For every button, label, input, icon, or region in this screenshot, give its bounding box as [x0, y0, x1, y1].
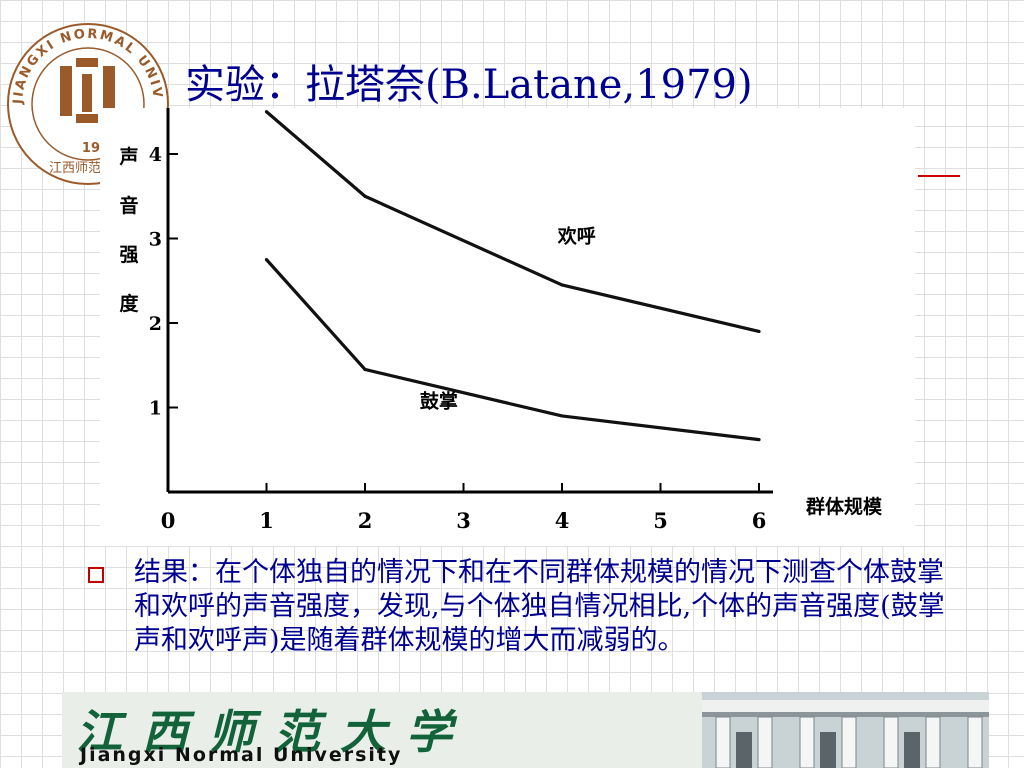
- series-label-2: 鼓掌: [420, 390, 458, 413]
- y-tick-label: 4: [149, 144, 162, 166]
- series-line-2: [265, 258, 760, 442]
- chart-panel: 0 1 2 3 4 5 6 1 2 3 4 声音强度群体规模 欢呼 鼓掌: [100, 108, 915, 546]
- data-point: [757, 329, 761, 334]
- y-axis-label-char: 强: [119, 244, 138, 266]
- data-point: [264, 110, 269, 114]
- y-tick-label: 2: [149, 313, 162, 335]
- y-tick-label: 1: [149, 398, 162, 420]
- title-underline-accent: [918, 175, 960, 177]
- x-tick-label: 1: [259, 508, 274, 533]
- data-point: [757, 438, 761, 442]
- y-axis-label-char: 度: [119, 292, 139, 315]
- footer-banner: 江西师范大学 Jiangxi Normal University: [62, 692, 989, 768]
- x-axis-label: 群体规模: [805, 495, 883, 518]
- result-summary-text: 结果：在个体独自的情况下和在不同群体规模的情况下测查个体鼓掌和欢呼的声音强度，发…: [134, 557, 945, 656]
- data-point: [264, 258, 269, 262]
- data-point: [363, 367, 367, 372]
- series-label-1: 欢呼: [557, 225, 596, 248]
- x-tick-label: 5: [653, 508, 668, 533]
- footer-script-title: 江西师范大学: [76, 705, 472, 759]
- slide-title: 实验：拉塔奈(B.Latane,1979): [185, 62, 753, 108]
- x-tick-label: 2: [358, 508, 373, 533]
- y-axis-label-char: 音: [119, 194, 138, 217]
- y-axis-label-char: 声: [118, 145, 138, 168]
- series-line-1: [265, 110, 760, 334]
- data-point: [560, 414, 564, 418]
- bullet-square-icon: [88, 567, 104, 583]
- data-point: [560, 283, 564, 287]
- x-tick-label: 3: [456, 508, 471, 533]
- data-point: [363, 194, 367, 198]
- building-facade-image: [702, 692, 989, 768]
- x-tick-label: 6: [752, 508, 767, 533]
- x-tick-label: 4: [555, 508, 570, 533]
- y-tick-label: 3: [149, 229, 162, 251]
- footer-english-name: Jiangxi Normal University: [80, 744, 403, 766]
- x-tick-label: 0: [161, 508, 176, 533]
